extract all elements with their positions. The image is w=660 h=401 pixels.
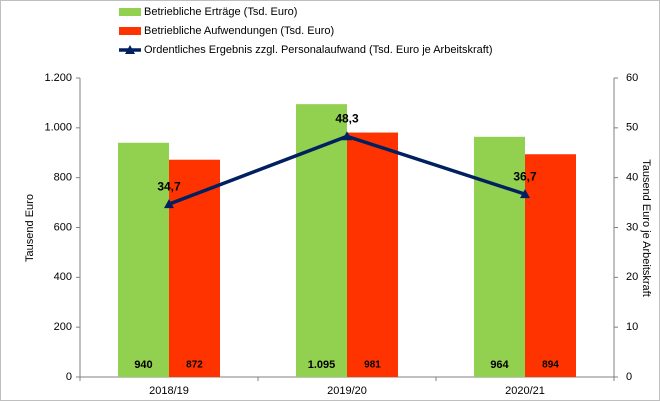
- y-tick-label: 1.200: [44, 72, 72, 84]
- bar-value-label: 981: [364, 360, 381, 371]
- line-value-label: 36,7: [513, 169, 537, 183]
- y-tick-label: 200: [54, 321, 72, 333]
- line-value-label: 48,3: [335, 111, 359, 125]
- y2-tick-label: 20: [626, 271, 638, 283]
- line-value-label: 34,7: [157, 179, 181, 193]
- legend-label: Betriebliche Erträge (Tsd. Euro): [144, 6, 297, 18]
- x-tick-label: 2020/21: [505, 385, 545, 397]
- y-axis-label: Tausend Euro: [24, 194, 36, 262]
- bar-value-label: 964: [490, 359, 509, 371]
- y2-tick-label: 40: [626, 172, 638, 184]
- y2-axis-label: Tausend Euro je Arbeitskraft: [640, 159, 652, 297]
- legend-swatch: [119, 27, 141, 35]
- y2-tick-label: 50: [626, 122, 638, 134]
- legend-label: Ordentliches Ergebnis zzgl. Personalaufw…: [144, 44, 493, 56]
- y-tick-label: 800: [54, 172, 72, 184]
- x-tick-label: 2019/20: [327, 385, 367, 397]
- bar: [347, 132, 398, 377]
- y-tick-label: 0: [66, 371, 72, 383]
- line-marker: [520, 189, 530, 199]
- legend-label: Betriebliche Aufwendungen (Tsd. Euro): [144, 25, 334, 37]
- bar-value-label: 940: [134, 359, 152, 371]
- bar-value-label: 872: [186, 360, 203, 371]
- y2-tick-label: 60: [626, 72, 638, 84]
- bar-value-label: 1.095: [308, 359, 336, 371]
- y2-tick-label: 0: [626, 371, 632, 383]
- y-tick-label: 400: [54, 271, 72, 283]
- line-marker: [164, 199, 174, 209]
- legend-swatch: [125, 45, 135, 54]
- y-tick-label: 1.000: [44, 122, 72, 134]
- bar: [474, 136, 525, 377]
- line-marker: [342, 131, 352, 141]
- bar: [118, 142, 169, 377]
- bar-value-label: 894: [542, 360, 559, 371]
- bar: [296, 104, 347, 377]
- y-tick-label: 600: [54, 221, 72, 233]
- x-tick-label: 2018/19: [149, 385, 189, 397]
- legend-swatch: [119, 8, 141, 16]
- bar: [525, 154, 576, 377]
- y2-tick-label: 10: [626, 321, 638, 333]
- y2-tick-label: 30: [626, 221, 638, 233]
